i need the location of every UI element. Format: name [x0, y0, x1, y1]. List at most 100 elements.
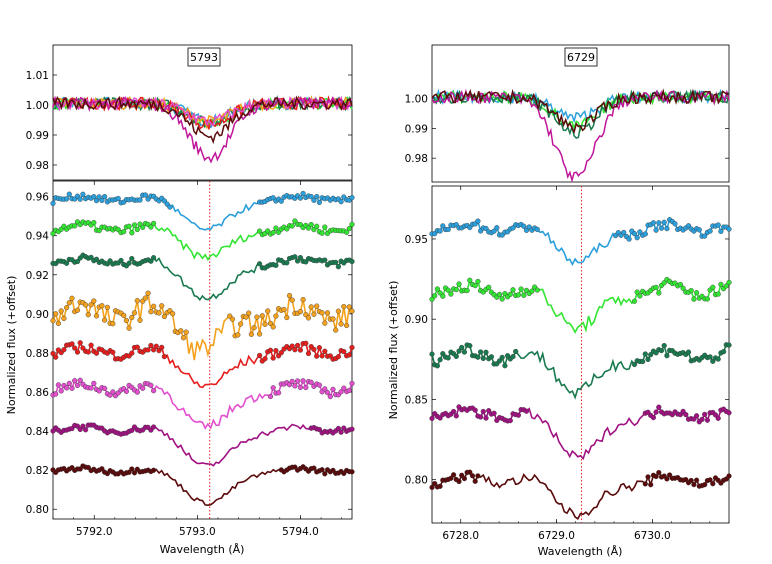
series-point-s2: [344, 229, 350, 235]
series-point-s2: [322, 224, 328, 230]
series-point-s5: [85, 349, 91, 355]
y-tick-label: 0.80: [26, 504, 49, 516]
series-point-s1: [642, 231, 648, 237]
series-point-s4: [451, 408, 457, 415]
series-point-s4: [507, 418, 513, 424]
series-point-s3: [685, 349, 692, 355]
panel-right-top: 1.00 0.99 0.98: [405, 44, 730, 183]
series-point-s4: [61, 315, 67, 322]
series-point-s2: [434, 286, 441, 292]
series-point-s4: [453, 413, 459, 419]
series-point-s4: [55, 320, 62, 327]
series-point-s1: [491, 228, 497, 234]
series-point-s6: [58, 388, 64, 394]
series-point-s5: [278, 350, 284, 356]
series-point-s8: [311, 465, 317, 471]
series-point-s5: [159, 344, 165, 351]
series-point-s4: [344, 322, 350, 329]
series-point-s1: [63, 196, 70, 202]
series-point-s1: [297, 195, 304, 201]
series-point-s2: [72, 223, 78, 229]
series-point-s2: [453, 287, 459, 293]
series-point-s3: [434, 363, 441, 369]
series-point-s3: [661, 343, 667, 349]
series-point-s6: [341, 385, 347, 391]
series-point-s4: [142, 295, 149, 301]
series-point-s5: [129, 350, 135, 356]
panel-left-bottom: 0.96 0.94 0.92 0.90 0.88 0.86 0.84 0.82 0.80 5792…: [26, 180, 355, 538]
series-point-s4: [515, 412, 522, 418]
series-point-s4: [297, 309, 304, 315]
series-point-s4: [159, 303, 165, 309]
series-point-s3: [335, 264, 342, 270]
series-point-s3: [707, 354, 713, 360]
series-point-s6: [72, 378, 78, 384]
series-point-s1: [494, 225, 500, 231]
series-point-s4: [305, 315, 312, 321]
series-point-s6: [123, 388, 130, 395]
series-point-s4: [58, 308, 64, 314]
series-point-s6: [134, 389, 140, 395]
series-point-s2: [507, 291, 513, 297]
series-point-s1: [658, 225, 665, 231]
series-line-s4: [431, 88, 730, 183]
series-point-s2: [432, 293, 438, 299]
series-point-s2: [96, 228, 102, 234]
series-point-s2: [718, 281, 724, 288]
series-point-s4: [480, 408, 486, 415]
series-point-s7: [349, 426, 355, 432]
series-point-s4: [243, 314, 249, 320]
series-point-s1: [661, 219, 667, 225]
series-point-s4: [346, 304, 352, 310]
series-point-s3: [437, 357, 443, 363]
series-point-s1: [664, 226, 670, 232]
series-point-s1: [437, 228, 443, 234]
series-point-s5: [61, 347, 67, 353]
title-right: 6729: [567, 51, 595, 64]
series-point-s4: [123, 317, 130, 324]
series-point-s5: [153, 343, 159, 349]
series-point-s6: [346, 387, 352, 394]
series-point-s5: [656, 470, 662, 476]
xlabel-right: Wavelength (Å): [538, 545, 623, 558]
series-point-s3: [295, 258, 301, 264]
series-point-s1: [311, 197, 317, 203]
series-point-s2: [634, 289, 640, 295]
series-point-s4: [229, 316, 236, 322]
series-point-s5: [475, 473, 481, 479]
series-point-s2: [314, 223, 320, 229]
series-point-s7: [82, 427, 89, 433]
series-point-s1: [631, 231, 638, 237]
series-point-s4: [699, 416, 705, 423]
series-point-s4: [300, 297, 306, 303]
series-point-s3: [445, 355, 451, 361]
series-line-s8: [52, 95, 353, 145]
series-point-s4: [656, 404, 662, 410]
series-point-s5: [257, 352, 263, 359]
series-point-s1: [161, 198, 168, 204]
series-point-s5: [50, 350, 56, 357]
series-point-s3: [129, 256, 135, 262]
series-point-s3: [459, 344, 465, 351]
series-point-s2: [151, 220, 157, 227]
series-point-s4: [145, 290, 151, 296]
series-point-s5: [691, 482, 697, 488]
series-point-s4: [308, 304, 314, 310]
series-point-s6: [140, 385, 146, 391]
series-point-s1: [316, 199, 323, 206]
series-point-s1: [300, 190, 306, 197]
series-point-s2: [499, 296, 505, 302]
series-point-s5: [688, 477, 694, 484]
series-point-s1: [349, 195, 355, 201]
series-point-s5: [726, 473, 732, 479]
series-point-s1: [445, 226, 451, 233]
series-point-s3: [639, 359, 646, 365]
series-point-s4: [281, 306, 287, 313]
series-point-s1: [621, 229, 627, 236]
series-point-s2: [726, 279, 732, 286]
series-point-s5: [289, 343, 295, 349]
series-point-s3: [333, 259, 339, 266]
series-point-s4: [121, 312, 127, 319]
series-point-s3: [151, 255, 157, 261]
series-point-s6: [148, 382, 154, 389]
